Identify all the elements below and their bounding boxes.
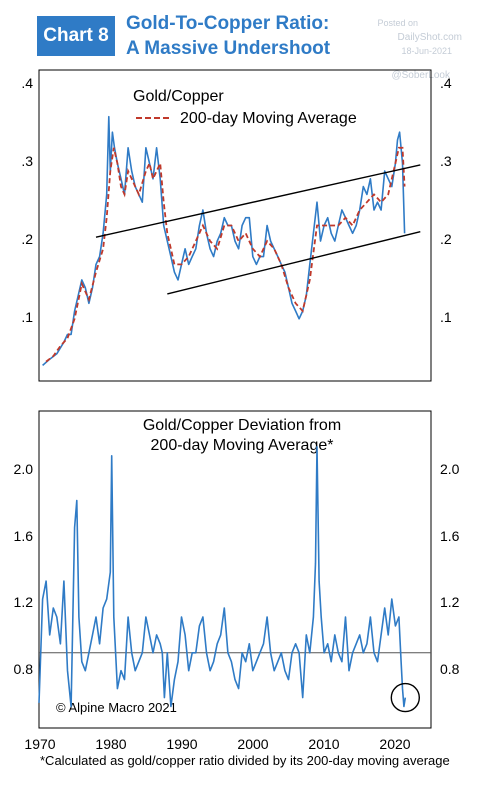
top-ytick-right-4: .4 <box>440 75 452 91</box>
top-ytick-left-2: .2 <box>21 231 33 247</box>
xtick-1970: 1970 <box>24 736 55 752</box>
top-ytick-right-3: .3 <box>440 153 452 169</box>
bottom-ytick-right-3: 1.6 <box>440 528 460 544</box>
bottom-panel-title-line2: 200-day Moving Average* <box>151 437 334 454</box>
watermark-date: 18-Jun-2021 <box>401 46 452 56</box>
bottom-ytick-right-1: 0.8 <box>440 661 460 677</box>
bottom-panel-frame <box>38 410 432 729</box>
bottom-plot-area <box>38 445 431 713</box>
bottom-ytick-left-4: 2.0 <box>14 461 34 477</box>
watermark-posted-on: Posted on <box>377 18 418 28</box>
xtick-2000: 2000 <box>237 736 268 752</box>
footnote: *Calculated as gold/copper ratio divided… <box>40 753 450 768</box>
chart-title: Gold-To-Copper Ratio: A Massive Undersho… <box>126 11 330 61</box>
gold-copper-ratio-line <box>42 115 406 367</box>
xtick-1990: 1990 <box>166 736 197 752</box>
bottom-ytick-right-2: 1.2 <box>440 594 460 610</box>
top-ytick-right-1: .1 <box>440 309 452 325</box>
trend-channel-line-2 <box>167 231 421 295</box>
highlight-circle <box>390 682 420 713</box>
trend-channel-line-1 <box>95 164 421 238</box>
bottom-ytick-right-4: 2.0 <box>440 461 460 477</box>
moving-average-line <box>45 146 406 363</box>
copyright-annotation: © Alpine Macro 2021 <box>56 700 177 715</box>
deviation-line <box>38 445 407 708</box>
top-ytick-left-4: .4 <box>21 75 33 91</box>
bottom-ytick-left-2: 1.2 <box>14 594 34 610</box>
top-plot-area <box>42 115 421 367</box>
top-ytick-right-2: .2 <box>440 231 452 247</box>
bottom-ytick-left-1: 0.8 <box>14 661 34 677</box>
chart-title-line2: A Massive Undershoot <box>126 38 331 59</box>
chart-number-badge: Chart 8 <box>37 16 115 56</box>
top-panel-title: Gold/Copper <box>133 88 224 105</box>
bottom-panel-title-line1: Gold/Copper Deviation from <box>143 417 341 434</box>
watermark-site: DailyShot.com <box>397 32 462 43</box>
top-ytick-left-1: .1 <box>21 309 33 325</box>
xtick-1980: 1980 <box>95 736 126 752</box>
legend-ma-label: 200-day Moving Average <box>180 110 357 127</box>
watermark-handle: @SoberLook <box>391 70 450 81</box>
top-panel-frame <box>38 69 432 382</box>
xtick-2010: 2010 <box>308 736 339 752</box>
bottom-ytick-left-3: 1.6 <box>14 528 34 544</box>
top-ytick-left-3: .3 <box>21 153 33 169</box>
chart-title-line1: Gold-To-Copper Ratio: <box>126 13 330 34</box>
xtick-2020: 2020 <box>379 736 410 752</box>
